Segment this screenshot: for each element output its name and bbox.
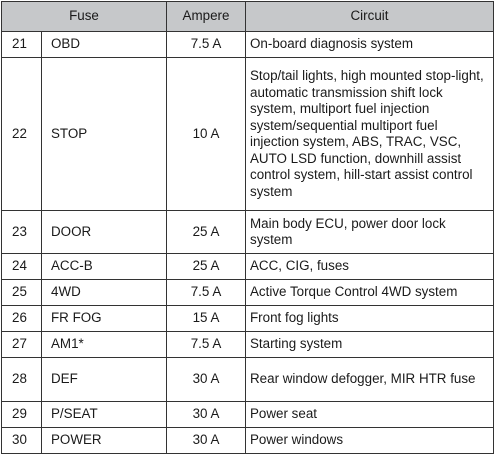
fuse-number: 24 <box>1 253 42 280</box>
fuse-name: FR FOG <box>41 305 167 332</box>
table-row: 24 ACC-B 25 A ACC, CIG, fuses <box>1 253 494 280</box>
fuse-circuit: Stop/tail lights, high mounted stop-ligh… <box>245 57 494 211</box>
header-circuit: Circuit <box>245 1 494 32</box>
table-header-row: Fuse Ampere Circuit <box>1 1 494 32</box>
table-row: 25 4WD 7.5 A Active Torque Control 4WD s… <box>1 279 494 306</box>
table-row: 21 OBD 7.5 A On-board diagnosis system <box>1 31 494 58</box>
fuse-number: 25 <box>1 279 42 306</box>
fuse-circuit: Power seat <box>245 401 494 428</box>
fuse-circuit: Starting system <box>245 331 494 358</box>
fuse-circuit: Active Torque Control 4WD system <box>245 279 494 306</box>
fuse-circuit: Rear window defogger, MIR HTR fuse <box>245 357 494 402</box>
fuse-number: 29 <box>1 401 42 428</box>
fuse-number: 30 <box>1 427 42 454</box>
fuse-name: ACC-B <box>41 253 167 280</box>
fuse-ampere: 15 A <box>166 305 246 332</box>
fuse-number: 28 <box>1 357 42 402</box>
fuse-circuit: On-board diagnosis system <box>245 31 494 58</box>
fuse-ampere: 25 A <box>166 253 246 280</box>
header-fuse: Fuse <box>1 1 167 32</box>
fuse-ampere: 7.5 A <box>166 279 246 306</box>
fuse-ampere: 30 A <box>166 427 246 454</box>
fuse-name: STOP <box>41 57 167 211</box>
table-row: 28 DEF 30 A Rear window defogger, MIR HT… <box>1 357 494 402</box>
fuse-table: Fuse Ampere Circuit 21 OBD 7.5 A On-boar… <box>1 1 494 454</box>
table-row: 23 DOOR 25 A Main body ECU, power door l… <box>1 210 494 254</box>
fuse-number: 22 <box>1 57 42 211</box>
fuse-ampere: 30 A <box>166 357 246 402</box>
fuse-ampere: 7.5 A <box>166 31 246 58</box>
fuse-name: DEF <box>41 357 167 402</box>
fuse-ampere: 10 A <box>166 57 246 211</box>
fuse-ampere: 7.5 A <box>166 331 246 358</box>
header-ampere: Ampere <box>166 1 246 32</box>
fuse-name: DOOR <box>41 210 167 254</box>
table-row: 22 STOP 10 A Stop/tail lights, high moun… <box>1 57 494 211</box>
fuse-name: P/SEAT <box>41 401 167 428</box>
fuse-ampere: 25 A <box>166 210 246 254</box>
table-row: 27 AM1* 7.5 A Starting system <box>1 331 494 358</box>
table-row: 26 FR FOG 15 A Front fog lights <box>1 305 494 332</box>
table-row: 30 POWER 30 A Power windows <box>1 427 494 454</box>
fuse-name: 4WD <box>41 279 167 306</box>
fuse-name: POWER <box>41 427 167 454</box>
fuse-circuit: Front fog lights <box>245 305 494 332</box>
fuse-ampere: 30 A <box>166 401 246 428</box>
fuse-circuit: Main body ECU, power door lock system <box>245 210 494 254</box>
fuse-circuit: Power windows <box>245 427 494 454</box>
fuse-number: 23 <box>1 210 42 254</box>
fuse-number: 27 <box>1 331 42 358</box>
table-row: 29 P/SEAT 30 A Power seat <box>1 401 494 428</box>
fuse-name: AM1* <box>41 331 167 358</box>
fuse-name: OBD <box>41 31 167 58</box>
fuse-number: 21 <box>1 31 42 58</box>
fuse-circuit: ACC, CIG, fuses <box>245 253 494 280</box>
fuse-number: 26 <box>1 305 42 332</box>
